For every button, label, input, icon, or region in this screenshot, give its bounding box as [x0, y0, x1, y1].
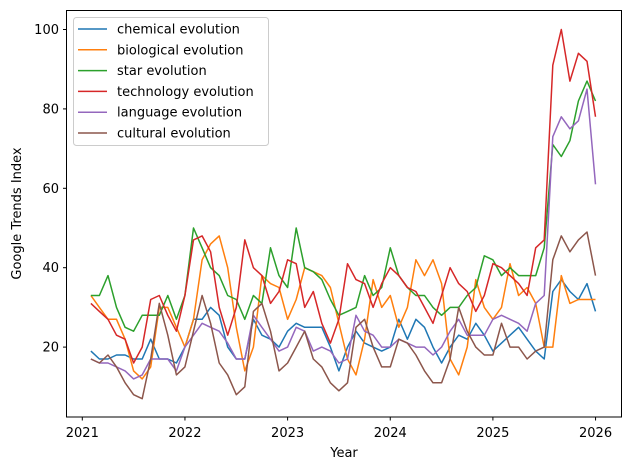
x-axis: 2021 2022 2023 2024 2025 2026 — [66, 417, 612, 441]
series-line-chemical-evolution — [90, 278, 597, 372]
x-tick-label: 2025 — [476, 426, 509, 441]
series-line-star-evolution — [90, 80, 597, 332]
x-tick-label: 2024 — [374, 426, 407, 441]
plot-frame — [66, 10, 622, 418]
y-tick-label: 100 — [34, 23, 59, 38]
y-axis: 20 40 60 80 100 — [34, 23, 67, 356]
y-tick-label: 20 — [42, 341, 59, 356]
legend-box — [73, 17, 269, 146]
legend-label: cultural evolution — [117, 127, 231, 142]
series-layer — [90, 28, 597, 400]
y-tick-label: 40 — [42, 261, 59, 276]
y-axis-label: Google Trends Index — [10, 147, 25, 280]
legend-label: language evolution — [117, 106, 242, 121]
x-tick-label: 2023 — [271, 426, 304, 441]
legend-label: chemical evolution — [117, 23, 240, 38]
legend-label: star evolution — [117, 64, 207, 79]
x-tick-label: 2022 — [168, 426, 201, 441]
y-tick-label: 80 — [42, 102, 59, 117]
x-tick-label: 2021 — [66, 426, 99, 441]
x-tick-label: 2026 — [579, 426, 612, 441]
x-axis-label: Year — [329, 446, 358, 461]
legend: chemical evolution biological evolution st… — [73, 17, 269, 146]
series-line-technology-evolution — [90, 28, 597, 364]
legend-label: technology evolution — [117, 85, 254, 100]
series-line-cultural-evolution — [90, 231, 597, 400]
y-tick-label: 60 — [42, 182, 59, 197]
legend-label: biological evolution — [117, 43, 244, 58]
